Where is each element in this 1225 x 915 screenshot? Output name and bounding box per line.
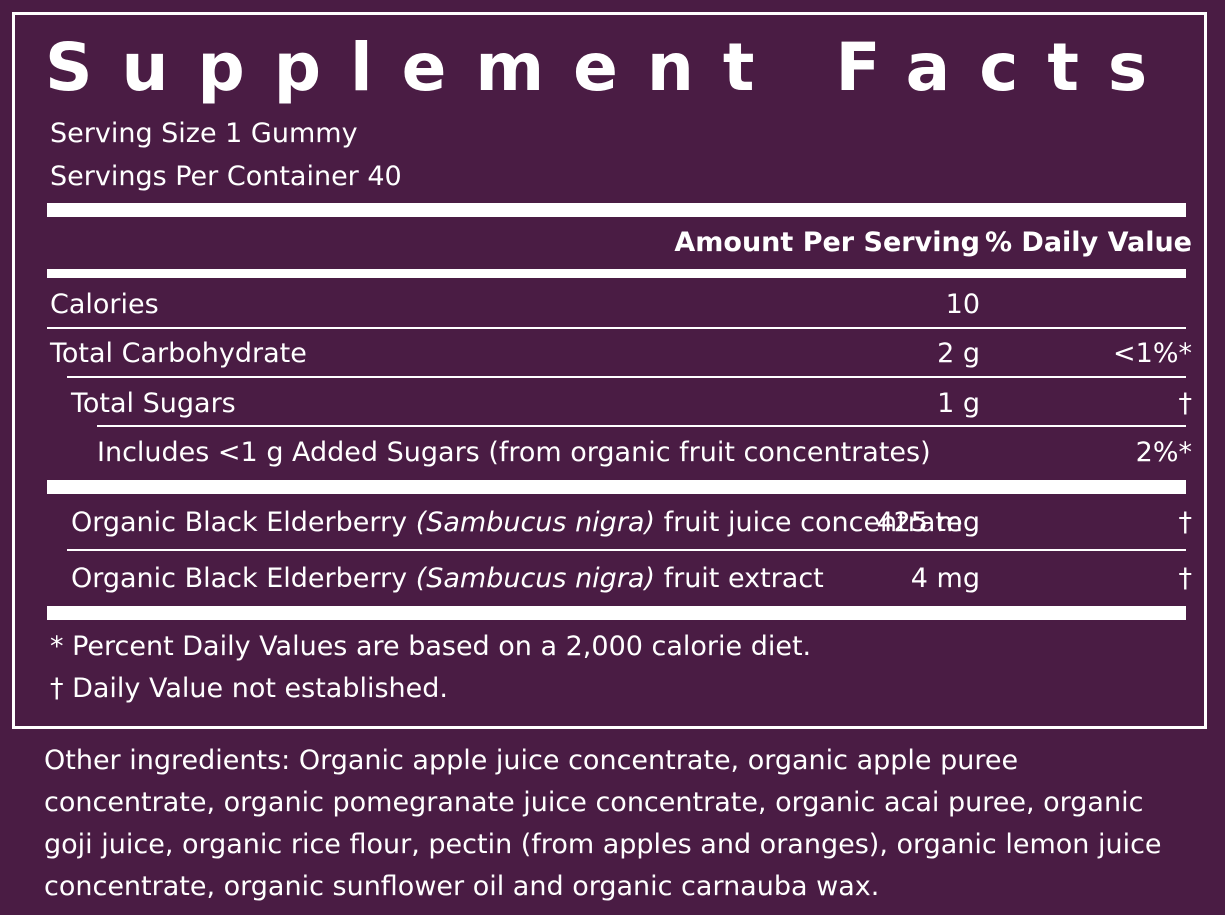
row-divider — [47, 327, 1186, 329]
ingredient-amount-elderberry-juice: 425 mg — [876, 507, 980, 538]
footnote-daily-value-not-established: † Daily Value not established. — [50, 673, 448, 704]
ingredient-prefix: Organic Black Elderberry — [71, 507, 416, 538]
nutrient-dv-total-sugars: † — [1178, 388, 1193, 419]
medium-divider — [47, 269, 1186, 278]
ingredient-suffix: fruit juice concentrate — [655, 507, 963, 538]
row-divider — [67, 549, 1186, 551]
amount-per-serving-header: Amount Per Serving — [674, 227, 980, 258]
nutrient-name-total-sugars: Total Sugars — [71, 388, 236, 419]
ingredient-name-elderberry-juice: Organic Black Elderberry (Sambucus nigra… — [71, 509, 963, 536]
row-divider — [97, 425, 1186, 427]
supplement-facts-panel: Supplement Facts Serving Size 1 Gummy Se… — [12, 12, 1207, 729]
ingredient-latin-name: (Sambucus nigra) — [415, 507, 655, 538]
ingredient-name-elderberry-extract: Organic Black Elderberry (Sambucus nigra… — [71, 565, 824, 592]
nutrient-dv-total-carbohydrate: <1%* — [1113, 338, 1192, 369]
servings-per-container: Servings Per Container 40 — [50, 161, 402, 192]
nutrient-name-total-carbohydrate: Total Carbohydrate — [50, 338, 307, 369]
nutrient-dv-added-sugars: 2%* — [1135, 437, 1192, 468]
nutrient-amount-calories: 10 — [945, 289, 980, 320]
thick-divider — [47, 480, 1186, 494]
nutrient-amount-total-carbohydrate: 2 g — [937, 338, 980, 369]
nutrient-amount-total-sugars: 1 g — [937, 388, 980, 419]
daily-value-header: % Daily Value — [984, 227, 1192, 258]
nutrient-name-calories: Calories — [50, 289, 159, 320]
other-ingredients: Other ingredients: Organic apple juice c… — [44, 745, 1162, 902]
footnote-percent-daily-values: * Percent Daily Values are based on a 2,… — [50, 631, 812, 662]
ingredient-amount-elderberry-extract: 4 mg — [910, 563, 980, 594]
serving-size: Serving Size 1 Gummy — [50, 118, 358, 149]
ingredient-suffix: fruit extract — [655, 563, 824, 594]
panel-title: Supplement Facts — [45, 29, 1177, 106]
nutrient-name-added-sugars: Includes <1 g Added Sugars (from organic… — [97, 437, 931, 468]
ingredient-dv-elderberry-juice: † — [1178, 507, 1193, 538]
ingredient-dv-elderberry-extract: † — [1178, 563, 1193, 594]
thick-divider — [47, 606, 1186, 620]
thick-divider — [47, 203, 1186, 217]
row-divider — [67, 376, 1186, 378]
ingredient-latin-name: (Sambucus nigra) — [415, 563, 655, 594]
ingredient-prefix: Organic Black Elderberry — [71, 563, 416, 594]
